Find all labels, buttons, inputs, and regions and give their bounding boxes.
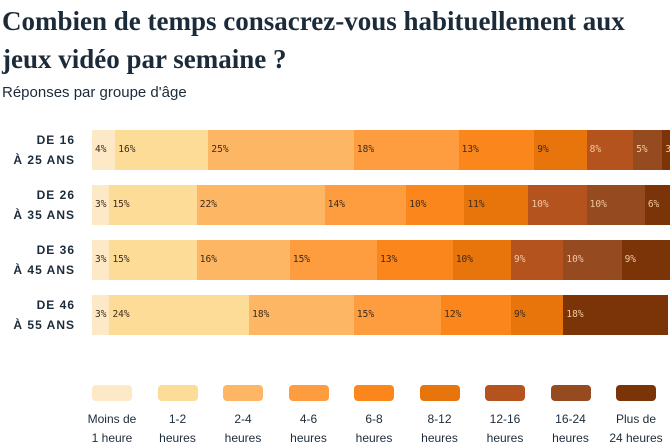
legend-label-line: heures	[290, 431, 327, 445]
legend-label-line: heures	[552, 431, 589, 445]
row-label-line: DE 26	[36, 188, 75, 202]
bar-segment: 15%	[109, 240, 197, 280]
bar-segment: 13%	[458, 130, 535, 170]
legend-swatch	[157, 385, 198, 401]
legend-item: 8-12 heures	[407, 385, 473, 448]
legend-label: Plus de 24 heures	[603, 410, 669, 448]
legend-label-line: heures	[355, 431, 393, 445]
legend-swatch	[354, 385, 394, 401]
legend-item: 16-24 heures	[538, 385, 604, 448]
bar-segment: 24%	[109, 295, 250, 335]
legend-item: 6-8 heures	[341, 385, 407, 448]
legend-item: 1-2 heures	[145, 385, 211, 448]
bar-segment: 10%	[586, 185, 645, 225]
bar-segment: 3%	[92, 185, 110, 225]
legend-label-line: Plus de	[615, 412, 657, 426]
legend-label-line: 1-2	[168, 412, 187, 426]
row-label-line: À 55 ANS	[13, 318, 75, 332]
bar-segment: 3%	[92, 240, 110, 280]
row-label-line: À 25 ANS	[13, 153, 75, 167]
bar-segment: 15%	[109, 185, 197, 225]
row-label-line: À 45 ANS	[13, 263, 75, 277]
bar-segment: 12%	[441, 295, 511, 335]
legend-label-line: heures	[224, 431, 262, 445]
legend-label-line: 1 heure	[91, 431, 133, 445]
row-label-line: DE 36	[36, 243, 75, 257]
bar-segment: 9%	[534, 130, 587, 170]
stacked-bar: 3% 24% 18% 15% 12% 9% 18%	[92, 295, 670, 335]
legend-swatch	[419, 385, 460, 401]
bar-segment: 22%	[196, 185, 325, 225]
bar-segment: 13%	[377, 240, 453, 280]
legend-swatch	[616, 385, 656, 401]
bar-segment: 8%	[586, 130, 634, 170]
row-label-line: DE 46	[36, 298, 75, 312]
legend-label-line: heures	[421, 431, 458, 445]
legend-label-line: 4-6	[299, 412, 318, 426]
legend-label: 12-16 heures	[472, 410, 538, 448]
legend-swatch	[288, 385, 329, 401]
legend-label-line: 2-4	[234, 412, 252, 426]
row-label: DE 26 À 35 ANS	[0, 185, 75, 225]
bar-segment: 18%	[563, 295, 669, 335]
legend-swatch	[92, 385, 132, 401]
bar-segment: 9%	[511, 240, 564, 280]
row-label-line: À 35 ANS	[13, 208, 75, 222]
row-label: DE 36 À 45 ANS	[0, 240, 75, 280]
legend-swatch	[223, 385, 263, 401]
bar-segment: 18%	[353, 130, 459, 170]
legend-label: 2-4 heures	[210, 410, 276, 448]
chart-subtitle: Réponses par groupe d'âge	[2, 84, 187, 101]
legend-label: 16-24 heures	[538, 410, 604, 448]
legend-label-line: 8-12	[427, 412, 452, 426]
bar-segment: 16%	[115, 130, 209, 170]
legend-label-line: Moins de	[87, 412, 137, 426]
legend-swatch	[485, 385, 525, 401]
legend-item: 12-16 heures	[472, 385, 538, 448]
bar-segment: 11%	[464, 185, 529, 225]
legend-label: 1-2 heures	[145, 410, 211, 448]
legend-label-line: 6-8	[365, 412, 383, 426]
bar-segment: 14%	[324, 185, 407, 225]
legend-label: Moins de 1 heure	[79, 410, 145, 448]
stacked-bar: 4%16%25%18%13%9%8%5%3%	[92, 130, 670, 170]
row-label: DE 46 À 55 ANS	[0, 295, 75, 335]
bar-segment: 15%	[289, 240, 378, 280]
bar-segment: 10%	[563, 240, 622, 280]
bar-segment: 3%	[662, 130, 670, 170]
legend-label-line: heures	[159, 431, 196, 445]
bar-segment: 4%	[92, 130, 116, 170]
legend-label-line: heures	[486, 431, 524, 445]
row-label-line: DE 16	[36, 133, 75, 147]
bar-segment: 16%	[196, 240, 290, 280]
bar-segment: 6%	[644, 185, 670, 225]
legend-item: Moins de 1 heure	[79, 385, 145, 448]
legend-label-line: 24 heures	[609, 431, 663, 445]
legend-label-line: 12-16	[489, 412, 521, 426]
bar-segment: 5%	[633, 130, 663, 170]
legend-item: 4-6 heures	[276, 385, 342, 448]
row-label: DE 16 À 25 ANS	[0, 130, 75, 170]
legend-label-line: 16-24	[555, 412, 586, 426]
bar-segment: 10%	[452, 240, 511, 280]
stacked-bar: 3% 15% 16% 15% 13% 10% 9% 10% 9%	[92, 240, 670, 280]
bar-segment: 10%	[528, 185, 587, 225]
legend-label: 8-12 heures	[407, 410, 473, 448]
legend-item: Plus de 24 heures	[603, 385, 669, 448]
legend-label: 4-6 heures	[276, 410, 342, 448]
legend-swatch	[550, 385, 591, 401]
bar-segment: 9%	[511, 295, 564, 335]
bar-segment: 3%	[92, 295, 110, 335]
bar-segment: 10%	[406, 185, 465, 225]
chart-header: Combien de temps consacrez-vous habituel…	[2, 2, 668, 102]
bar-segment: 18%	[249, 295, 354, 335]
legend-label: 6-8 heures	[341, 410, 407, 448]
bar-segment: 25%	[208, 130, 354, 170]
stacked-bar: 3% 15% 22% 14% 10% 11% 10% 10% 6%	[92, 185, 670, 225]
chart-title: Combien de temps consacrez-vous habituel…	[2, 6, 625, 74]
bar-segment: 15%	[353, 295, 442, 335]
legend-item: 2-4 heures	[210, 385, 276, 448]
bar-segment: 9%	[621, 240, 670, 280]
